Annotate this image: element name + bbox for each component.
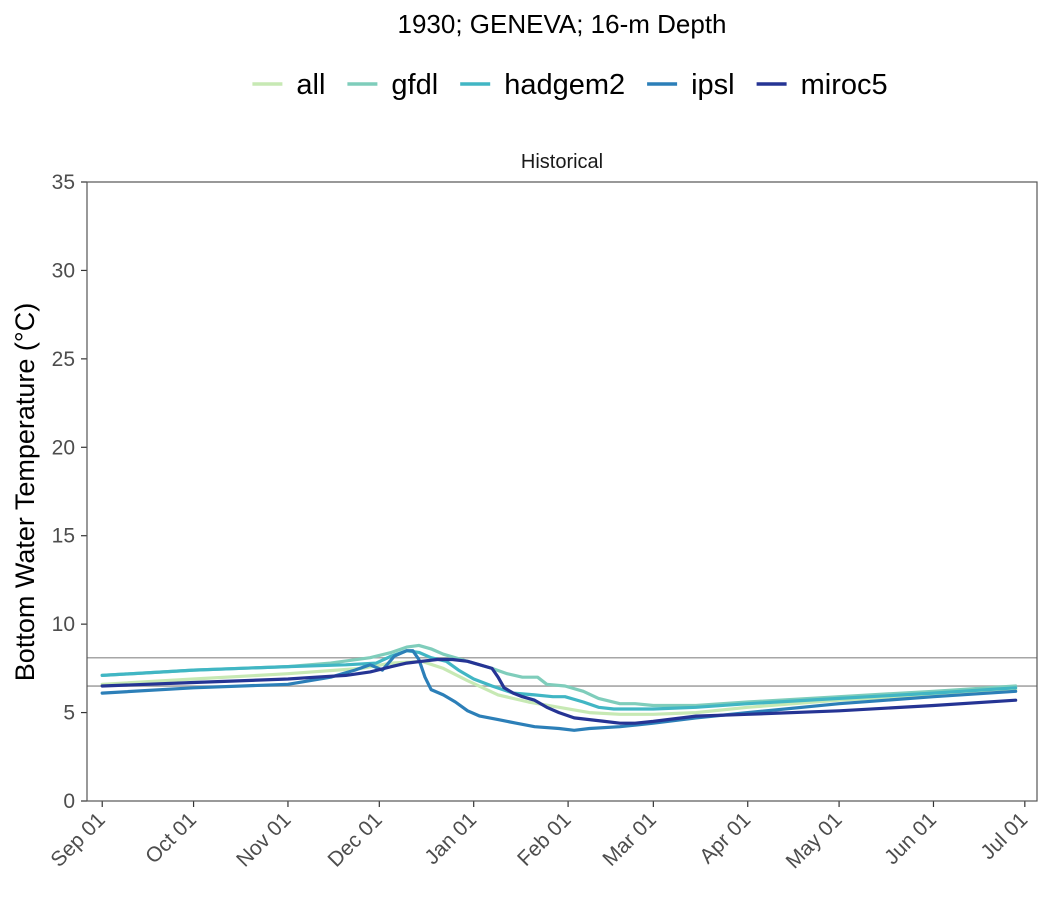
y-axis-title: Bottom Water Temperature (°C) [10, 303, 40, 681]
legend: all gfdl hadgem2 ipsl miroc5 [252, 69, 888, 101]
series-line-gfdl [100, 643, 1018, 708]
legend-label: hadgem2 [504, 69, 625, 101]
y-tick-label: 20 [52, 436, 75, 459]
x-tick-label: Jan 01 [420, 808, 481, 869]
x-tick-label: May 01 [782, 808, 847, 873]
legend-item-miroc5: miroc5 [756, 69, 888, 101]
series-line-ipsl [100, 649, 1018, 732]
legend-item-hadgem2: hadgem2 [460, 69, 625, 101]
x-tick-label: Sep 01 [46, 808, 109, 871]
legend-label: gfdl [391, 69, 438, 101]
y-tick-label: 30 [52, 259, 75, 282]
x-tick-label: Nov 01 [232, 808, 295, 871]
legend-label: miroc5 [801, 69, 888, 101]
series-layer [100, 643, 1018, 732]
panel-border [86, 181, 1038, 802]
y-tick-label: 10 [52, 613, 75, 636]
y-tick-label: 15 [52, 525, 75, 548]
x-tick-label: Jun 01 [880, 808, 941, 869]
legend-item-gfdl: gfdl [347, 69, 438, 101]
axes: 0 5 10 15 20 25 30 35 Sep 01 Oct 01 Nov 01 Dec 01 Ja… [46, 171, 1032, 873]
x-tick-label: Mar 01 [598, 808, 660, 870]
legend-label: ipsl [691, 69, 735, 101]
series-line-miroc5 [100, 657, 1018, 725]
legend-item-ipsl: ipsl [647, 69, 735, 101]
chart-title: 1930; GENEVA; 16-m Depth [397, 9, 726, 39]
x-tick-label: Jul 01 [976, 808, 1032, 864]
y-tick-label: 35 [52, 171, 75, 194]
x-tick-label: Dec 01 [324, 808, 387, 871]
facet-label: Historical [521, 151, 603, 173]
x-tick-label: Apr 01 [695, 808, 755, 868]
x-tick-label: Feb 01 [513, 808, 576, 871]
y-tick-label: 0 [63, 790, 75, 813]
y-tick-label: 25 [52, 348, 75, 371]
legend-label: all [296, 69, 325, 101]
legend-item-all: all [252, 69, 325, 101]
x-tick-label: Oct 01 [141, 808, 201, 868]
y-tick-label: 5 [63, 702, 75, 725]
